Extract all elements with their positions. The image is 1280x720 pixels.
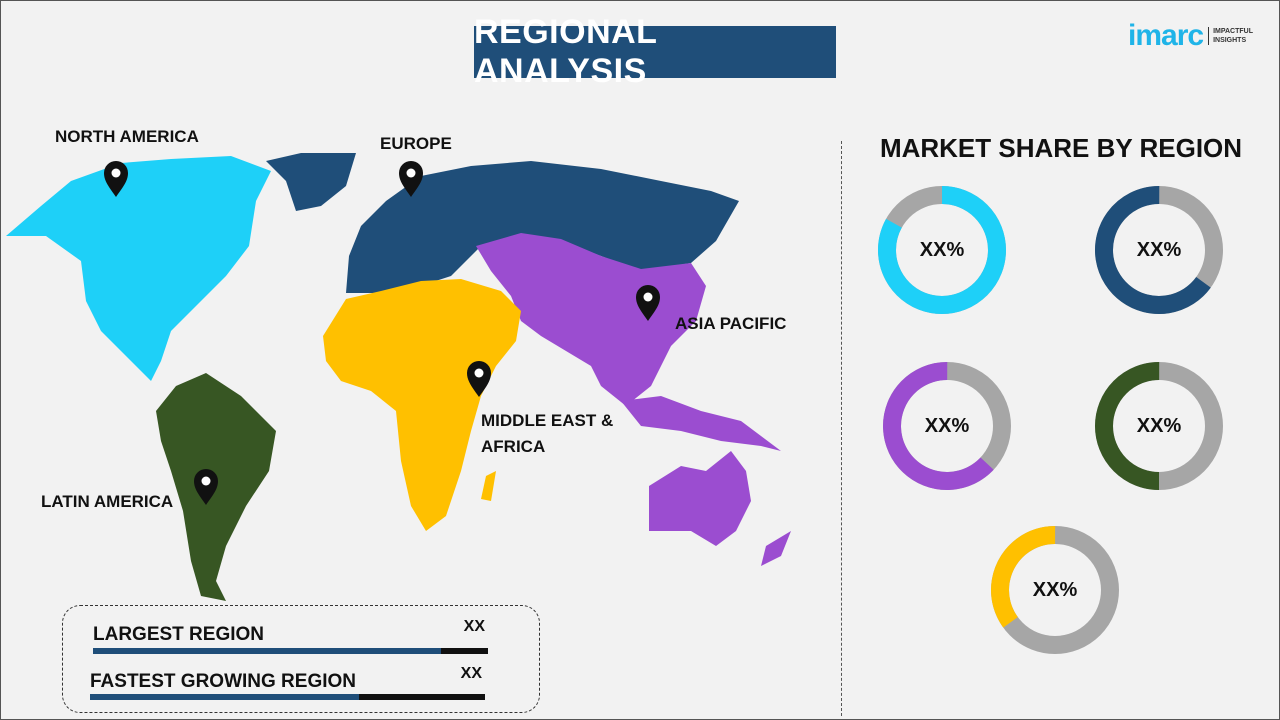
summary-box: LARGEST REGION XX FASTEST GROWING REGION…: [62, 605, 540, 713]
pin-mea-icon: [467, 361, 491, 397]
fastest-region-bar: [90, 694, 485, 700]
region-north-america: [6, 156, 271, 381]
region-asia-pacific: [476, 233, 706, 406]
label-mea: MIDDLE EAST & AFRICA: [481, 408, 613, 460]
donut-label: XX%: [1032, 578, 1078, 601]
market-share-title: MARKET SHARE BY REGION: [879, 133, 1243, 163]
donut-svg: [883, 362, 1011, 490]
pin-europe-icon: [399, 161, 423, 197]
region-madagascar: [481, 471, 496, 501]
donut-label: XX%: [1136, 414, 1182, 437]
logo-tagline-1: IMPACTFUL: [1213, 28, 1253, 35]
map-pins: [104, 161, 660, 505]
region-greenland: [266, 153, 356, 211]
label-latin-america: LATIN AMERICA: [41, 492, 174, 511]
pin-latin-america-icon: [194, 469, 218, 505]
largest-region-bar-fill: [93, 648, 441, 654]
largest-region-value: XX: [463, 618, 485, 635]
donut-svg: [1095, 186, 1223, 314]
pin-north-america-icon: [104, 161, 128, 197]
donut-svg: [878, 186, 1006, 314]
pin-asia-pacific-icon: [636, 285, 660, 321]
donut-label: XX%: [919, 238, 965, 261]
logo-wordmark: imarc: [1128, 19, 1204, 52]
donut-share-arc: [1095, 362, 1223, 490]
region-australia: [649, 451, 751, 546]
largest-region-bar: [93, 648, 488, 654]
largest-region-label: LARGEST REGION: [93, 624, 265, 645]
donut-share-arc: [878, 186, 1006, 314]
fastest-region-row: FASTEST GROWING REGION XX: [90, 665, 485, 700]
donut-chart: XX%: [877, 185, 1007, 315]
donut-chart: XX%: [882, 361, 1012, 491]
region-new-zealand: [761, 531, 791, 566]
label-mea-line1: MIDDLE EAST &: [481, 411, 614, 430]
donut-label: XX%: [924, 414, 970, 437]
donut-chart: XX%: [990, 525, 1120, 655]
divider: [841, 141, 842, 716]
region-europe: [346, 161, 739, 293]
region-middle-east-africa: [323, 279, 521, 531]
logo-tagline-2: INSIGHTS: [1213, 37, 1247, 44]
fastest-region-value: XX: [460, 665, 482, 682]
donut-chart: XX%: [1094, 185, 1224, 315]
label-asia-pacific: ASIA PACIFIC: [675, 314, 787, 333]
page-title: REGIONAL ANALYSIS: [474, 13, 836, 90]
fastest-region-label: FASTEST GROWING REGION: [90, 671, 357, 692]
donut-svg: [991, 526, 1119, 654]
label-europe: EUROPE: [380, 134, 452, 153]
region-southeast-asia: [621, 396, 781, 451]
donut-label: XX%: [1136, 238, 1182, 261]
imarc-logo: imarc IMPACTFUL INSIGHTS: [1128, 19, 1253, 53]
largest-region-row: LARGEST REGION XX: [93, 618, 488, 654]
logo-tagline: IMPACTFUL INSIGHTS: [1208, 27, 1253, 45]
label-mea-line2: AFRICA: [481, 437, 546, 456]
donut-chart: XX%: [1094, 361, 1224, 491]
world-map: [6, 153, 791, 601]
label-north-america: NORTH AMERICA: [55, 127, 199, 146]
donut-svg: [1095, 362, 1223, 490]
fastest-region-bar-fill: [90, 694, 359, 700]
